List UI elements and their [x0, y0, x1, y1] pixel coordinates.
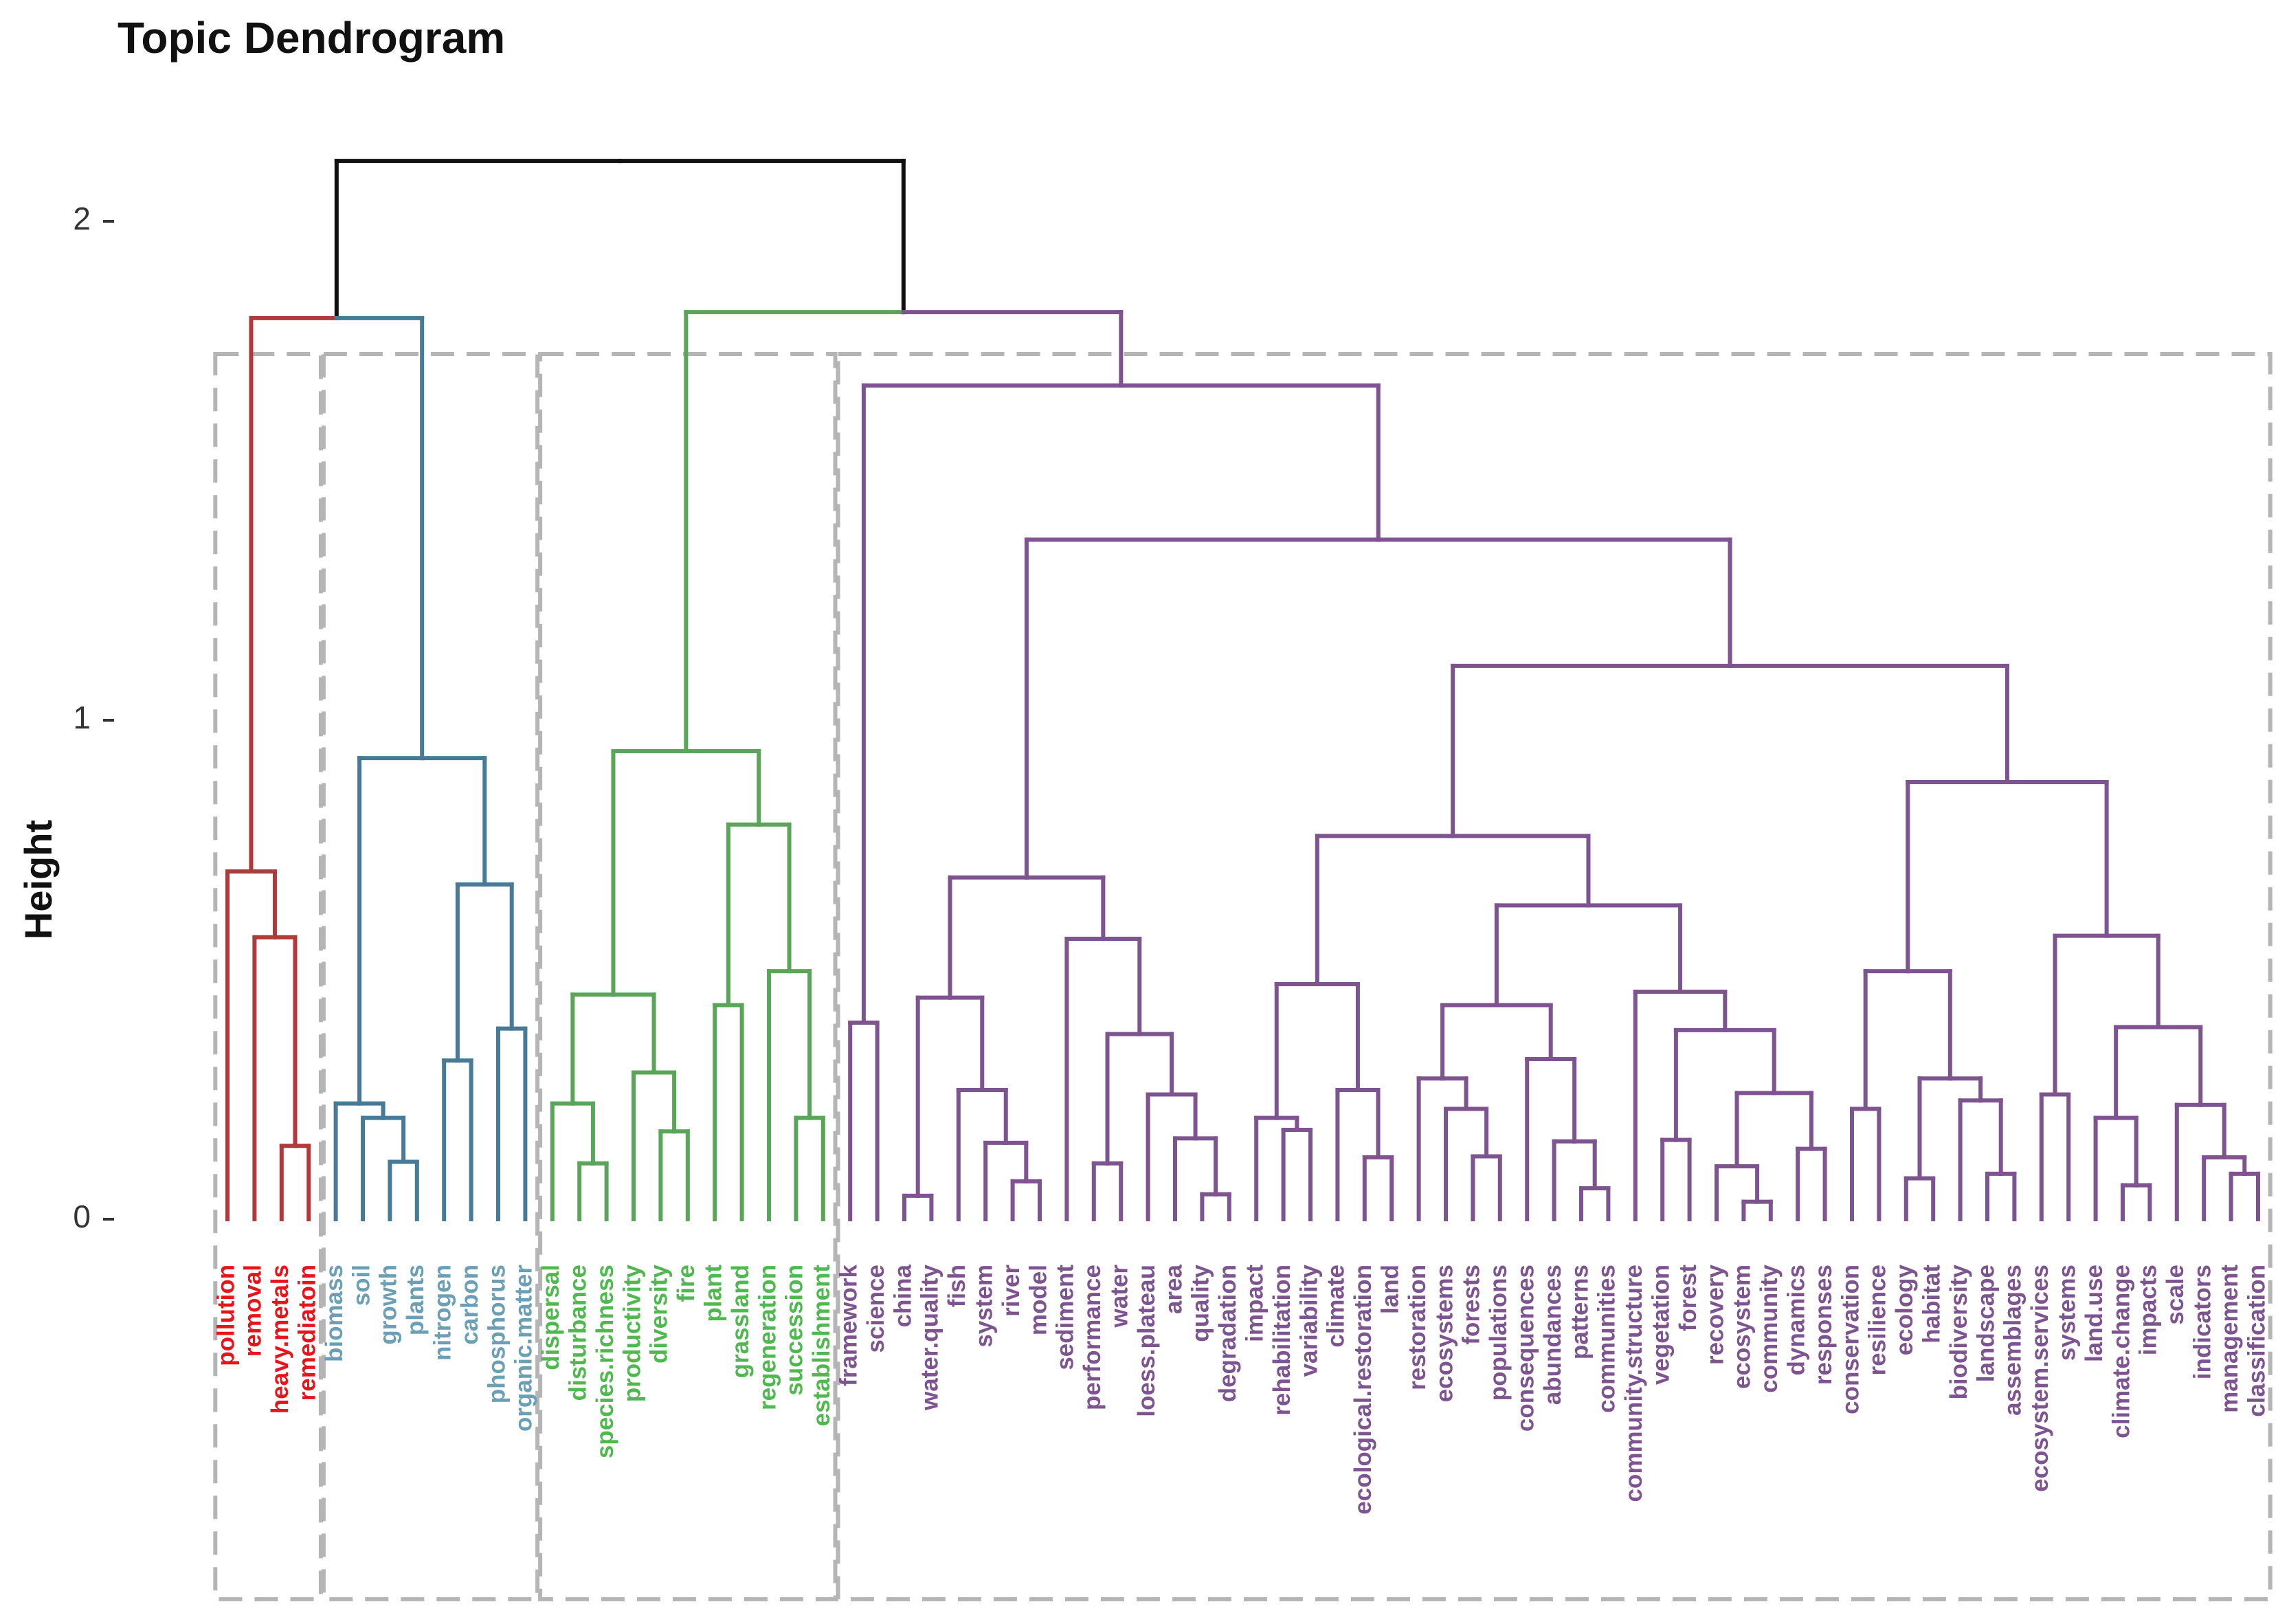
leaf-label: consequences — [1512, 1265, 1539, 1432]
leaf-label: assemblages — [2000, 1265, 2026, 1416]
leaf-label: restoration — [1404, 1265, 1431, 1390]
leaf-label: vegetation — [1647, 1265, 1674, 1385]
leaf-label: management — [2216, 1265, 2243, 1413]
leaf-label: ecosystem.services — [2026, 1265, 2053, 1492]
leaf-label: degradation — [1214, 1265, 1241, 1402]
leaf-label: community.structure — [1620, 1265, 1647, 1502]
leaf-label: species.richness — [592, 1265, 618, 1458]
leaf-label: classification — [2243, 1265, 2270, 1417]
leaf-label: biodiversity — [1945, 1264, 1972, 1399]
leaf-label: habitat — [1918, 1265, 1945, 1344]
leaf-label: dynamics — [1783, 1265, 1809, 1375]
leaf-label: climate.change — [2108, 1265, 2134, 1438]
leaf-label: forests — [1458, 1265, 1485, 1345]
leaf-label: pollution — [212, 1265, 239, 1366]
leaf-label: productivity — [618, 1264, 645, 1402]
leaf-label: area — [1160, 1264, 1187, 1314]
cluster-box — [836, 352, 2273, 1601]
leaf-label: remediatoin — [293, 1265, 320, 1401]
leaf-label: landscape — [1972, 1265, 1999, 1382]
leaf-label: forest — [1675, 1265, 1701, 1332]
leaf-label: land — [1376, 1265, 1403, 1314]
leaf-label: water.quality — [917, 1264, 943, 1411]
leaf-label: carbon — [456, 1265, 483, 1345]
leaf-label: ecological.restoration — [1350, 1265, 1376, 1515]
leaf-label: grassland — [727, 1265, 754, 1378]
leaf-label: recovery — [1701, 1264, 1728, 1364]
leaf-label: plants — [402, 1265, 429, 1335]
y-axis-label: Height — [16, 820, 60, 939]
leaf-label: abundances — [1539, 1265, 1566, 1405]
y-tick-label: 0 — [73, 1199, 91, 1234]
leaf-label: systems — [2053, 1265, 2080, 1361]
leaf-label: regeneration — [754, 1265, 781, 1410]
leaf-label: populations — [1485, 1265, 1512, 1401]
cluster-box — [321, 352, 540, 1601]
leaf-label: scale — [2162, 1265, 2189, 1325]
leaf-label: patterns — [1566, 1265, 1593, 1359]
y-tick-label: 2 — [73, 201, 91, 236]
leaf-label: loess.plateau — [1133, 1265, 1160, 1417]
leaf-label: performance — [1079, 1265, 1106, 1410]
leaf-label: variability — [1295, 1264, 1322, 1377]
leaf-label: quality — [1187, 1264, 1214, 1342]
leaf-label: indicators — [2189, 1265, 2215, 1379]
leaf-label: ecology — [1891, 1264, 1918, 1355]
leaf-label: impact — [1241, 1265, 1268, 1342]
leaf-label: fish — [943, 1265, 970, 1307]
leaf-label: responses — [1810, 1265, 1837, 1385]
chart-title: Topic Dendrogram — [118, 13, 505, 63]
leaf-label: sediment — [1052, 1265, 1079, 1370]
leaf-label: system — [970, 1265, 997, 1348]
leaf-label: conservation — [1837, 1265, 1864, 1414]
leaf-label: communities — [1594, 1265, 1620, 1413]
leaf-label: succession — [781, 1265, 808, 1396]
leaf-label: plant — [700, 1265, 726, 1322]
leaf-label: organic.matter — [511, 1265, 537, 1432]
leaf-label: nitrogen — [429, 1265, 456, 1361]
leaf-label: disturbance — [564, 1265, 591, 1401]
leaf-label: ecosystem — [1729, 1265, 1756, 1389]
leaf-label: growth — [375, 1265, 402, 1345]
leaf-label: fire — [673, 1265, 700, 1302]
leaf-label: resilience — [1864, 1265, 1891, 1376]
leaf-label: ecosystems — [1431, 1265, 1458, 1402]
leaf-label: land.use — [2081, 1265, 2108, 1362]
leaf-label: biomass — [321, 1265, 348, 1362]
leaf-label: climate — [1323, 1265, 1350, 1348]
leaf-label: rehabilitation — [1269, 1265, 1295, 1416]
leaf-label: phosphorus — [483, 1265, 510, 1403]
leaf-label: river — [998, 1265, 1025, 1317]
leaf-label: removal — [240, 1265, 267, 1357]
leaf-label: diversity — [646, 1264, 673, 1363]
cluster-box — [213, 352, 323, 1601]
leaf-label: heavy.metals — [267, 1265, 293, 1414]
y-tick-label: 1 — [73, 700, 91, 735]
leaf-label: dispersal — [537, 1265, 564, 1370]
leaf-label: impacts — [2135, 1265, 2162, 1355]
leaf-label: community — [1756, 1264, 1783, 1392]
leaf-label: science — [862, 1265, 889, 1353]
leaf-label: model — [1025, 1265, 1051, 1335]
leaf-label: soil — [348, 1265, 375, 1306]
leaf-label: framework — [835, 1264, 862, 1386]
leaf-label: water — [1106, 1265, 1132, 1328]
leaf-label: establishment — [808, 1265, 835, 1427]
leaf-label: china — [889, 1264, 916, 1327]
